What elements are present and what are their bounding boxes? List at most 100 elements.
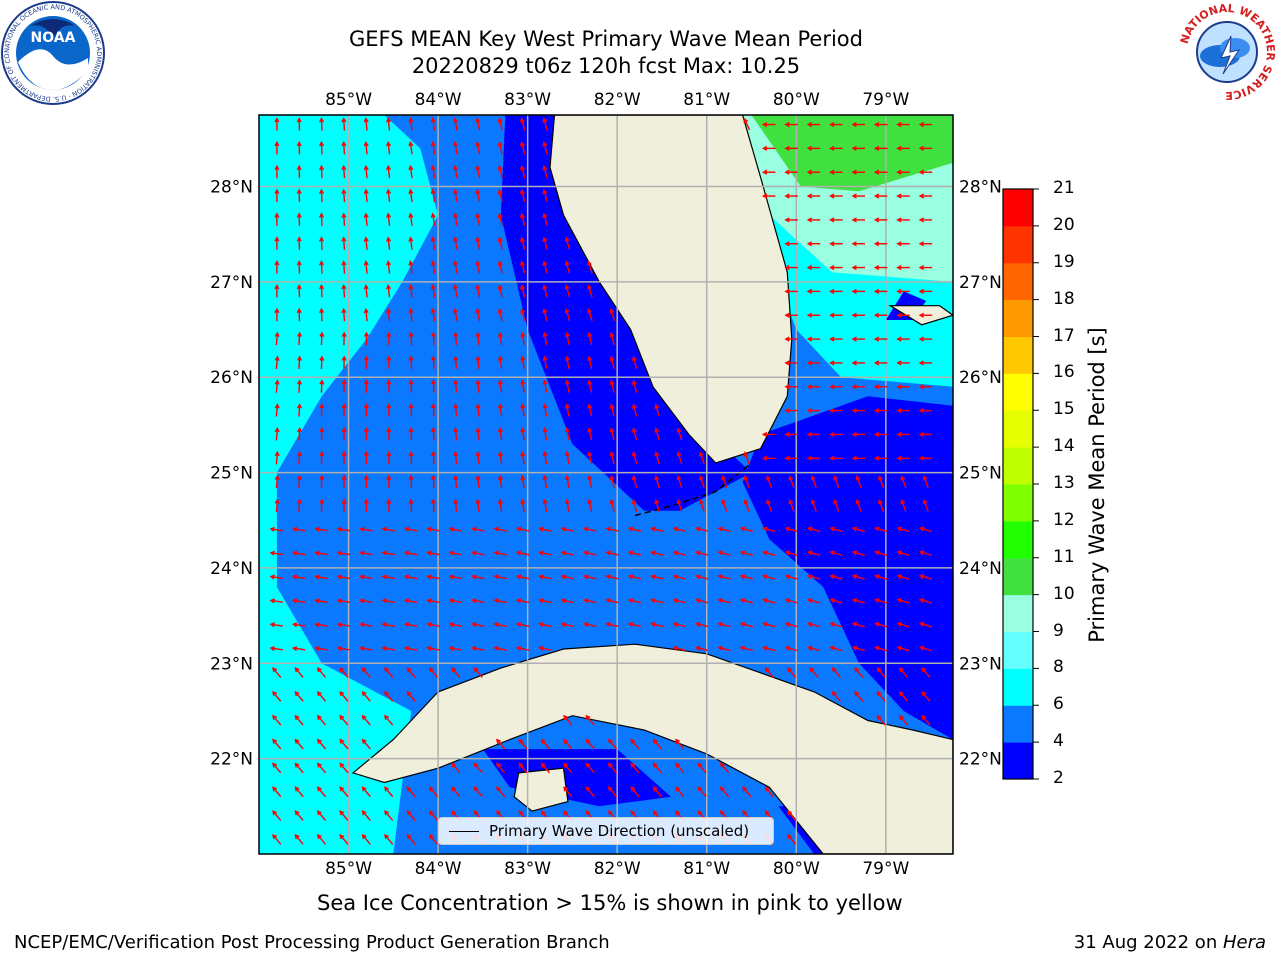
wave-direction-arrow [336, 574, 351, 580]
wave-direction-arrow [676, 427, 683, 441]
wave-direction-arrow [851, 621, 865, 628]
wave-direction-arrow [585, 762, 595, 774]
wave-direction-arrow [430, 379, 436, 393]
wave-direction-arrow [900, 498, 907, 512]
wave-direction-arrow [386, 283, 392, 298]
wave-direction-arrow [697, 786, 707, 798]
wave-direction-arrow [896, 312, 910, 318]
wave-direction-arrow [631, 427, 638, 441]
lat-tick-label: 27°N [959, 273, 1002, 293]
wave-direction-arrow [430, 307, 436, 322]
period-band-2-4-cuba-south [482, 749, 671, 807]
wave-direction-arrow [274, 307, 280, 322]
wave-direction-arrow [743, 451, 750, 465]
wave-direction-arrow [497, 379, 503, 393]
wave-direction-arrow [296, 307, 302, 322]
wave-direction-arrow [274, 427, 280, 441]
wave-direction-arrow [784, 193, 798, 199]
wave-direction-arrow [542, 165, 548, 179]
wave-direction-arrow [453, 355, 459, 369]
wave-direction-arrow [829, 122, 843, 128]
wave-direction-arrow [873, 312, 888, 318]
wave-direction-arrow [719, 786, 730, 798]
wave-direction-arrow [784, 645, 798, 652]
wave-direction-arrow [428, 786, 439, 798]
wave-direction-arrow [497, 403, 503, 417]
wave-direction-arrow [272, 762, 282, 774]
wave-direction-arrow [341, 403, 347, 417]
wave-direction-arrow [269, 646, 283, 652]
wave-direction-arrow [896, 122, 910, 128]
wave-direction-arrow [873, 431, 888, 437]
wave-direction-arrow [274, 379, 280, 393]
wave-direction-arrow [721, 475, 728, 488]
wave-direction-arrow [497, 474, 503, 489]
footer-branch: NCEP/EMC/Verification Post Processing Pr… [14, 932, 610, 953]
wave-direction-arrow [408, 498, 414, 512]
wave-direction-arrow [497, 117, 503, 131]
wave-direction-arrow [426, 526, 440, 532]
wave-direction-arrow [583, 622, 597, 628]
lat-tick-label: 28°N [959, 178, 1002, 198]
wave-direction-arrow [291, 646, 306, 652]
wave-direction-arrow [296, 236, 302, 250]
wave-direction-arrow [762, 550, 776, 556]
wave-direction-arrow [650, 550, 664, 556]
wave-direction-arrow [274, 236, 280, 250]
wave-direction-arrow [873, 122, 888, 128]
wave-direction-arrow [475, 284, 481, 298]
wave-direction-arrow [806, 431, 821, 437]
wave-direction-arrow [560, 574, 574, 580]
wave-direction-arrow [739, 645, 754, 652]
wave-direction-arrow [896, 336, 910, 342]
wave-direction-arrow [563, 762, 573, 774]
wave-direction-arrow [672, 526, 686, 532]
wave-direction-arrow [296, 379, 303, 393]
wave-direction-arrow [717, 526, 731, 532]
wave-direction-arrow [540, 762, 550, 774]
wave-direction-arrow [471, 550, 485, 556]
wave-direction-arrow [428, 667, 439, 678]
lon-tick-label: 82°W [594, 90, 641, 110]
wave-direction-arrow [743, 117, 751, 131]
wave-direction-arrow [520, 427, 526, 441]
wave-direction-arrow [520, 164, 526, 179]
florida-keys [634, 462, 752, 517]
wave-direction-arrow [272, 810, 282, 821]
wave-direction-arrow [762, 574, 776, 580]
wave-direction-arrow [564, 260, 571, 274]
wave-direction-arrow [319, 260, 325, 274]
wave-direction-arrow [739, 621, 754, 628]
wave-direction-arrow [873, 193, 888, 199]
wave-direction-arrow [761, 455, 776, 461]
wave-direction-arrow [806, 408, 821, 414]
wave-direction-arrow [918, 384, 933, 390]
wave-direction-arrow [761, 145, 776, 151]
wave-direction-arrow [361, 738, 371, 750]
wave-direction-arrow [806, 336, 821, 342]
wave-direction-arrow [609, 451, 615, 465]
wave-direction-arrow [408, 212, 414, 226]
wave-direction-arrow [428, 833, 439, 845]
wave-direction-arrow [762, 621, 776, 628]
wave-direction-arrow [542, 355, 548, 369]
wave-direction-arrow [784, 408, 798, 414]
wave-direction-arrow [493, 645, 507, 651]
wave-direction-arrow [564, 450, 570, 465]
wave-direction-arrow [540, 738, 550, 750]
wave-direction-arrow [408, 164, 414, 179]
wave-direction-arrow [296, 140, 302, 155]
wave-direction-arrow [918, 360, 933, 366]
wave-direction-arrow [386, 260, 392, 274]
wave-direction-arrow [717, 598, 731, 604]
wave-direction-arrow [784, 241, 798, 247]
wave-direction-arrow [426, 622, 440, 628]
wave-direction-arrow [627, 574, 642, 580]
wave-direction-arrow [319, 117, 325, 131]
wave-direction-arrow [471, 574, 485, 580]
wave-direction-arrow [631, 355, 638, 369]
wave-direction-arrow [829, 217, 843, 223]
wave-direction-arrow [430, 117, 436, 131]
wave-direction-arrow [921, 690, 931, 702]
colorbar-label: Primary Wave Mean Period [s] [1085, 327, 1109, 643]
